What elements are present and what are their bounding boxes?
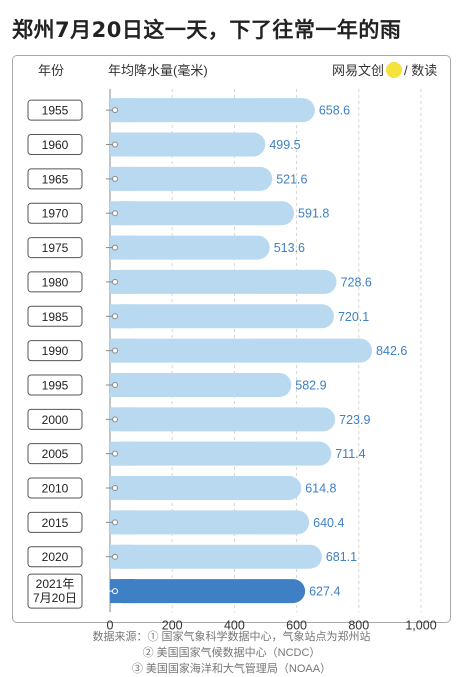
source-line-3: ③ 美国国家海洋和大气管理局（NOAA） — [131, 663, 332, 675]
source-line-1: 数据来源：① 国家气象科学数据中心，气象站点为郑州站 — [92, 631, 371, 643]
chart-panel — [12, 55, 451, 623]
brand-logo: 网易文创 / 数读 — [332, 60, 437, 79]
source-line-2: ② 美国国家气候数据中心（NCDC） — [142, 647, 321, 659]
brand-suffix: / 数读 — [404, 63, 438, 78]
chart-title: 郑州7月20日这一天，下了往常一年的雨 — [12, 18, 402, 42]
value-column-header: 年均降水量(毫米) — [108, 63, 208, 78]
brand-dot-icon — [386, 61, 403, 78]
year-column-header: 年份 — [38, 63, 65, 78]
brand-name: 网易文创 — [332, 63, 385, 78]
